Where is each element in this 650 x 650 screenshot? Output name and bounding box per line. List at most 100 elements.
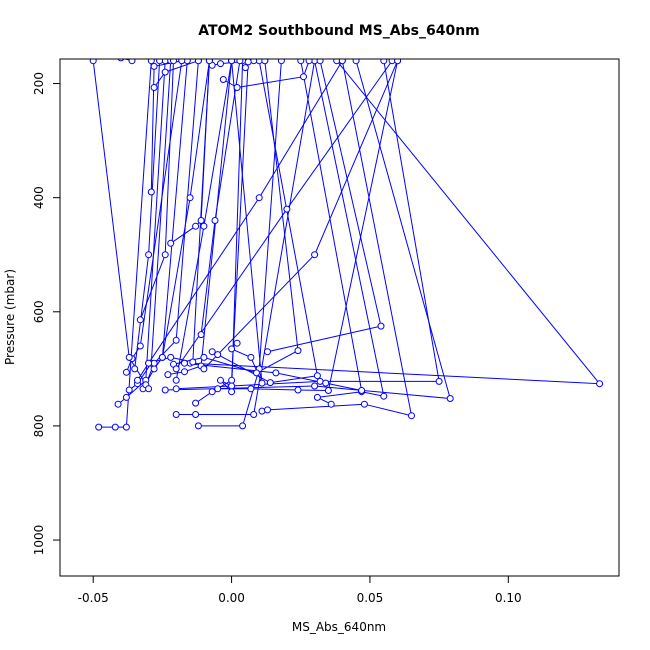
data-point-18-1 — [264, 348, 271, 356]
data-point-21-1 — [233, 339, 241, 347]
data-point-9-4 — [408, 412, 415, 420]
data-point-25-1 — [167, 239, 175, 247]
data-point-29-4 — [305, 59, 313, 65]
series-line-4 — [125, 60, 183, 373]
data-point-31-3 — [261, 59, 269, 65]
data-point-5-2 — [150, 365, 158, 373]
data-point-9-3 — [360, 400, 368, 408]
data-point-37-1 — [338, 59, 346, 65]
data-point-36-1 — [228, 59, 236, 65]
data-point-20-4 — [313, 372, 321, 380]
data-point-29-3 — [300, 73, 307, 81]
y-tick-label: 800 — [32, 414, 46, 437]
data-point-1-4 — [147, 59, 155, 65]
data-point-34-2 — [145, 251, 153, 259]
data-point-27-2 — [150, 62, 158, 70]
data-point-23-3 — [167, 353, 175, 361]
y-tick-label: 600 — [32, 300, 46, 323]
data-point-29-2 — [233, 84, 241, 91]
data-point-16-3 — [322, 379, 330, 387]
x-axis-label: MS_Abs_640nm — [292, 620, 386, 634]
data-point-25-2 — [192, 222, 200, 230]
series-line-29 — [223, 60, 310, 89]
data-point-16-4 — [358, 387, 366, 394]
data-point-19-1 — [164, 371, 172, 379]
data-point-34-1 — [156, 59, 164, 65]
data-point-13-1 — [161, 386, 169, 394]
data-point-36-2 — [200, 222, 208, 230]
data-point-8-1 — [194, 422, 202, 430]
plot-frame — [59, 58, 620, 577]
data-point-25-3 — [197, 217, 205, 224]
chart-title: ATOM2 Southbound MS_Abs_640nm — [198, 23, 480, 39]
data-point-31-2 — [244, 59, 252, 66]
data-point-33-2 — [125, 353, 133, 361]
data-point-7-1 — [172, 411, 180, 418]
data-point-1-1 — [95, 423, 103, 431]
points-layer — [89, 59, 604, 431]
series-line-22 — [220, 60, 244, 393]
data-point-26-1 — [197, 331, 205, 339]
data-point-33-3 — [145, 385, 153, 393]
series-line-1 — [98, 60, 152, 428]
data-point-33-1 — [89, 59, 97, 65]
data-point-17-3 — [253, 369, 260, 377]
series-line-6 — [145, 60, 199, 385]
series-line-2 — [117, 60, 166, 405]
data-point-32-2 — [128, 59, 136, 65]
data-point-10-1 — [192, 399, 200, 407]
data-point-14-3 — [435, 377, 443, 385]
data-point-24-2 — [161, 251, 169, 259]
data-point-21-2 — [228, 345, 236, 353]
data-point-27-1 — [147, 188, 155, 196]
data-point-20-2 — [214, 351, 222, 359]
x-axis: -0.05 0.00 0.05 0.10 — [78, 576, 522, 605]
data-point-24-3 — [170, 59, 177, 65]
data-point-16-1 — [181, 359, 188, 367]
y-axis: 200 400 600 800 1000 — [32, 72, 60, 555]
data-point-35-3 — [158, 353, 166, 361]
series-line-3 — [128, 60, 172, 391]
data-point-11-1 — [327, 400, 335, 408]
data-point-37-3 — [145, 359, 153, 367]
data-point-6-3 — [172, 336, 180, 344]
data-point-35-2 — [186, 194, 194, 202]
x-tick-label: 0.10 — [495, 591, 522, 605]
data-point-7-2 — [192, 411, 200, 418]
data-point-39-1 — [394, 59, 402, 65]
data-point-18-3 — [316, 59, 324, 65]
data-point-12-4 — [324, 387, 332, 394]
data-point-15-2 — [596, 380, 604, 388]
y-axis-label: Pressure (mbar) — [3, 269, 17, 365]
data-point-31-1 — [241, 64, 249, 72]
x-tick-label: -0.05 — [78, 591, 109, 605]
data-point-12-1 — [214, 385, 222, 393]
data-point-17-4 — [294, 347, 302, 355]
data-point-18-2 — [377, 322, 385, 330]
data-point-28-3 — [194, 59, 202, 65]
data-point-39-3 — [200, 365, 208, 373]
data-point-26-2 — [211, 217, 219, 224]
data-point-20-3 — [266, 379, 274, 387]
data-point-8-4 — [277, 59, 285, 65]
data-point-13-2 — [311, 382, 319, 390]
data-point-4-1 — [122, 368, 130, 376]
data-point-35-1 — [205, 59, 213, 65]
data-point-12-3 — [294, 386, 302, 394]
data-point-17-2 — [200, 353, 208, 361]
x-tick-label: 0.05 — [357, 591, 384, 605]
data-point-1-2 — [111, 423, 119, 431]
data-point-21-3 — [247, 353, 255, 361]
data-point-23-1 — [134, 376, 141, 384]
y-tick-label: 200 — [32, 72, 46, 95]
series-line-7 — [176, 60, 316, 415]
data-point-19-2 — [181, 368, 188, 376]
y-tick-label: 1000 — [32, 525, 46, 556]
data-point-1-3 — [122, 423, 130, 431]
data-point-39-2 — [311, 251, 319, 259]
series-line-8 — [198, 60, 282, 427]
data-point-20-1 — [208, 348, 216, 356]
data-point-10-3 — [228, 376, 236, 384]
data-point-9-2 — [264, 406, 271, 414]
data-point-12-2 — [247, 385, 255, 393]
